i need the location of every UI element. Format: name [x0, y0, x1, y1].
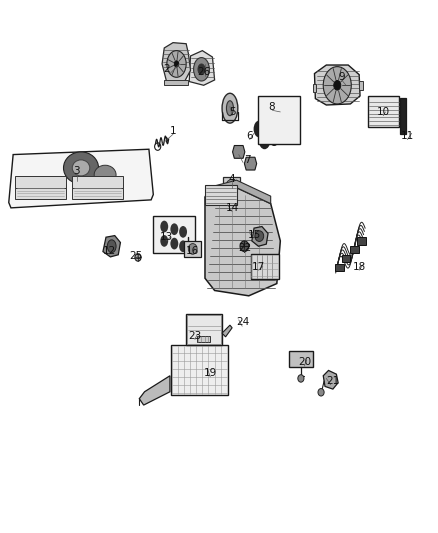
Polygon shape	[314, 65, 360, 105]
Bar	[225, 203, 238, 208]
Text: 17: 17	[252, 262, 265, 271]
Bar	[205, 185, 237, 205]
Text: 7: 7	[244, 155, 251, 165]
Polygon shape	[205, 188, 280, 296]
Bar	[153, 216, 195, 253]
Ellipse shape	[170, 223, 178, 235]
Ellipse shape	[254, 120, 265, 138]
Bar	[289, 351, 313, 367]
Ellipse shape	[174, 61, 179, 67]
Ellipse shape	[179, 240, 187, 252]
Bar	[400, 98, 406, 134]
Text: 14: 14	[226, 203, 239, 213]
Ellipse shape	[194, 58, 209, 81]
Bar	[187, 315, 221, 344]
Text: 8: 8	[268, 102, 275, 111]
Polygon shape	[189, 51, 215, 85]
Ellipse shape	[298, 375, 304, 382]
Bar	[184, 241, 201, 257]
Text: 5: 5	[229, 107, 236, 117]
Bar	[223, 177, 240, 195]
Text: 12: 12	[103, 246, 116, 255]
Ellipse shape	[263, 124, 275, 141]
Text: 18: 18	[353, 262, 366, 271]
Bar	[164, 80, 188, 85]
Ellipse shape	[334, 80, 341, 90]
Polygon shape	[244, 157, 257, 170]
Bar	[368, 96, 399, 127]
Text: 25: 25	[129, 251, 142, 261]
Text: 26: 26	[197, 67, 210, 77]
Text: 20: 20	[298, 358, 311, 367]
Ellipse shape	[226, 101, 233, 116]
Polygon shape	[252, 227, 268, 246]
Text: 22: 22	[239, 243, 252, 253]
Text: 6: 6	[246, 131, 253, 141]
Text: 9: 9	[338, 72, 345, 82]
Bar	[258, 96, 300, 144]
Text: 11: 11	[401, 131, 414, 141]
Polygon shape	[162, 43, 191, 85]
Ellipse shape	[170, 238, 178, 249]
Text: 3: 3	[73, 166, 80, 175]
Ellipse shape	[318, 389, 324, 396]
Bar	[186, 314, 222, 345]
Polygon shape	[139, 376, 170, 405]
Text: 16: 16	[186, 246, 199, 255]
Bar	[335, 264, 344, 271]
Bar	[15, 176, 66, 188]
Ellipse shape	[198, 64, 205, 75]
Text: 4: 4	[229, 174, 236, 183]
Text: 13: 13	[160, 232, 173, 242]
Text: 15: 15	[247, 230, 261, 239]
Bar	[72, 184, 123, 199]
Bar	[15, 184, 66, 199]
Ellipse shape	[226, 180, 237, 192]
Ellipse shape	[135, 254, 141, 261]
Text: 23: 23	[188, 331, 201, 341]
Ellipse shape	[255, 231, 264, 241]
Polygon shape	[222, 325, 232, 337]
Ellipse shape	[160, 221, 168, 232]
Bar	[197, 336, 210, 342]
Polygon shape	[323, 370, 338, 389]
Polygon shape	[205, 180, 271, 204]
Bar	[342, 255, 350, 262]
Ellipse shape	[72, 160, 90, 176]
Ellipse shape	[188, 244, 197, 254]
Text: 2: 2	[163, 64, 170, 74]
Text: 21: 21	[326, 376, 339, 386]
Text: 10: 10	[377, 107, 390, 117]
Bar	[171, 345, 228, 395]
Ellipse shape	[160, 235, 168, 247]
Text: 24: 24	[237, 318, 250, 327]
Ellipse shape	[167, 51, 186, 77]
Ellipse shape	[179, 226, 187, 238]
Ellipse shape	[240, 241, 249, 252]
Bar	[359, 81, 363, 90]
Ellipse shape	[107, 240, 116, 253]
Ellipse shape	[268, 129, 280, 146]
Text: 19: 19	[204, 368, 217, 378]
Polygon shape	[103, 236, 120, 257]
Ellipse shape	[323, 67, 351, 104]
Polygon shape	[9, 149, 153, 208]
Bar	[313, 84, 316, 92]
Ellipse shape	[222, 93, 238, 123]
Bar	[350, 246, 359, 253]
Ellipse shape	[259, 132, 270, 149]
Polygon shape	[233, 146, 245, 158]
Bar	[251, 254, 279, 279]
Bar	[72, 176, 123, 188]
Ellipse shape	[94, 165, 116, 184]
Bar	[357, 237, 366, 245]
Ellipse shape	[64, 152, 99, 184]
Text: 1: 1	[170, 126, 177, 135]
